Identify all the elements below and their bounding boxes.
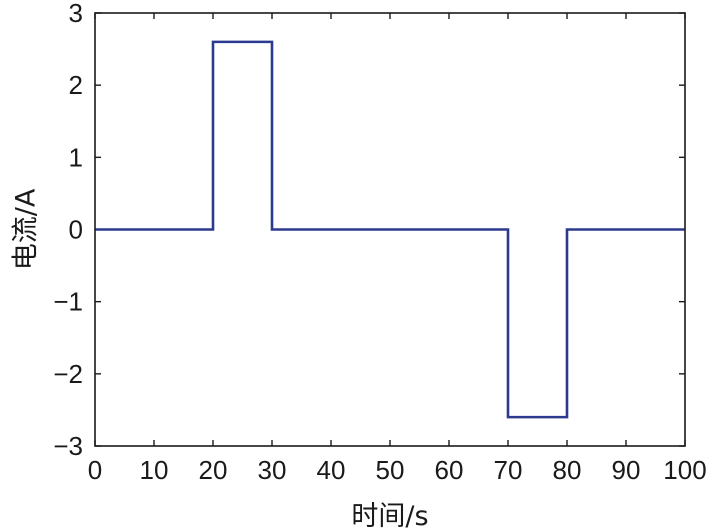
y-tick-label: 1 bbox=[69, 142, 83, 172]
y-tick-label: 2 bbox=[69, 70, 83, 100]
y-axis-title: 电流/A bbox=[11, 188, 42, 270]
y-tick-label: 0 bbox=[69, 215, 83, 245]
x-tick-label: 50 bbox=[376, 455, 405, 485]
x-tick-label: 40 bbox=[317, 455, 346, 485]
x-tick-label: 80 bbox=[553, 455, 582, 485]
y-tick-label: −1 bbox=[53, 287, 83, 317]
x-tick-label: 60 bbox=[435, 455, 464, 485]
y-tick-label: 3 bbox=[69, 0, 83, 28]
x-tick-label: 30 bbox=[258, 455, 287, 485]
x-tick-label: 70 bbox=[494, 455, 523, 485]
x-tick-label: 20 bbox=[199, 455, 228, 485]
plot-frame bbox=[94, 12, 686, 447]
x-tick-label: 100 bbox=[663, 455, 706, 485]
y-tick-label: −3 bbox=[53, 431, 83, 461]
y-tick-label: −2 bbox=[53, 359, 83, 389]
x-axis-title: 时间/s bbox=[351, 501, 428, 531]
x-tick-label: 10 bbox=[140, 455, 169, 485]
x-tick-label: 90 bbox=[612, 455, 641, 485]
series-line-current bbox=[95, 40, 685, 419]
x-tick-label: 0 bbox=[88, 455, 102, 485]
